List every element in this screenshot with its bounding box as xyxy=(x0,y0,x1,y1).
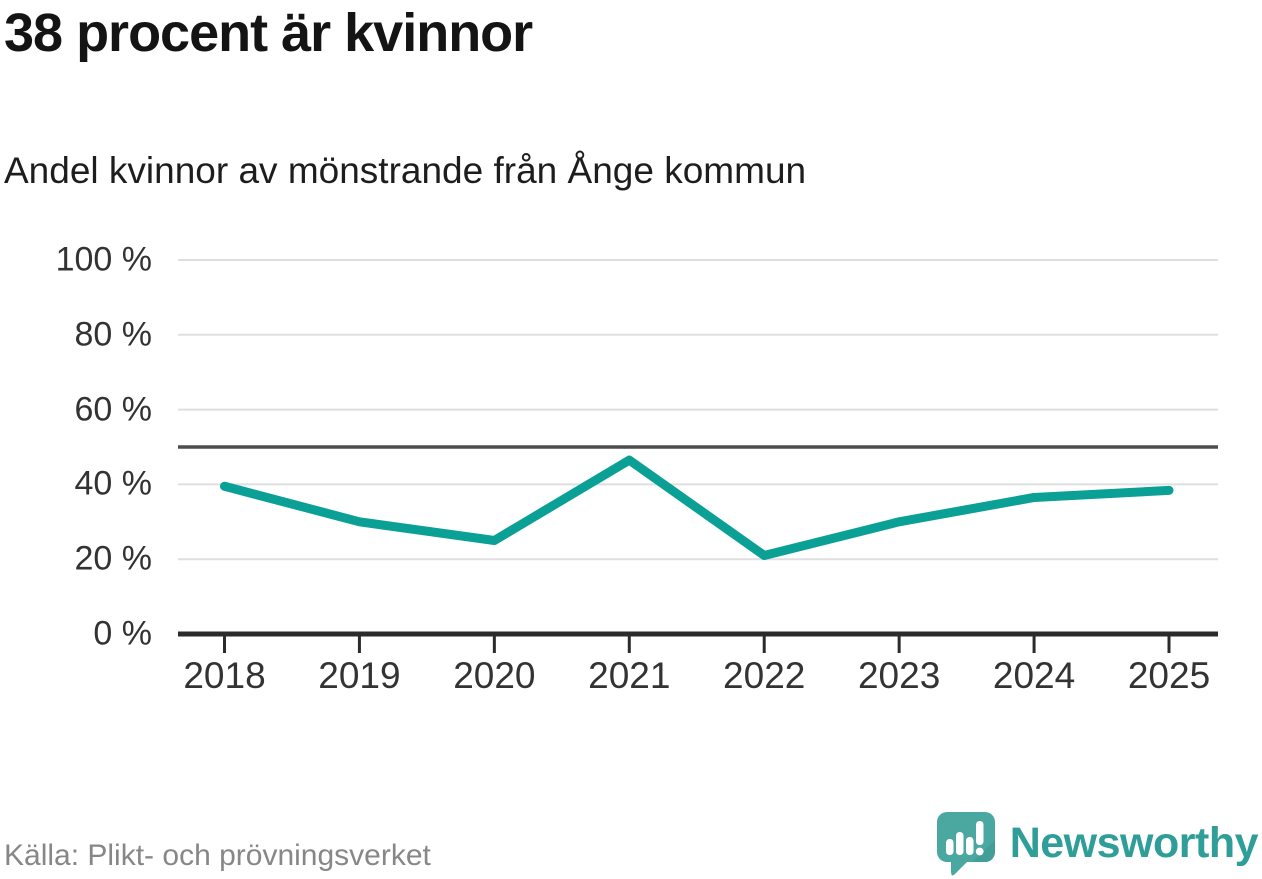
y-axis-label: 80 % xyxy=(74,315,153,354)
source-note: Källa: Plikt- och prövningsverket xyxy=(4,839,431,872)
x-axis-label: 2018 xyxy=(183,655,266,696)
x-axis-label: 2025 xyxy=(1127,655,1211,696)
y-axis-label: 100 % xyxy=(55,240,152,279)
chart-subtitle: Andel kvinnor av mönstrande från Ånge ko… xyxy=(4,150,807,191)
brand-footer: Newsworthy xyxy=(934,810,1259,876)
x-axis-label: 2020 xyxy=(453,655,536,696)
y-axis-label: 40 % xyxy=(74,464,153,503)
y-axis-label: 60 % xyxy=(74,390,153,429)
x-axis-label: 2019 xyxy=(318,655,401,696)
x-axis-label: 2024 xyxy=(992,655,1076,696)
x-axis-label: 2023 xyxy=(857,655,941,696)
data-line-andel-kvinnor-av-m-nstrande xyxy=(220,455,1174,560)
brand-name: Newsworthy xyxy=(1009,818,1259,867)
x-axis-label: 2022 xyxy=(723,655,806,696)
x-axis-label: 2021 xyxy=(588,655,671,696)
y-axis-label: 0 % xyxy=(93,614,152,653)
newsworthy-logo-icon xyxy=(936,812,995,876)
chart-title: 38 procent är kvinnor xyxy=(4,3,533,63)
y-axis-label: 20 % xyxy=(74,539,153,578)
